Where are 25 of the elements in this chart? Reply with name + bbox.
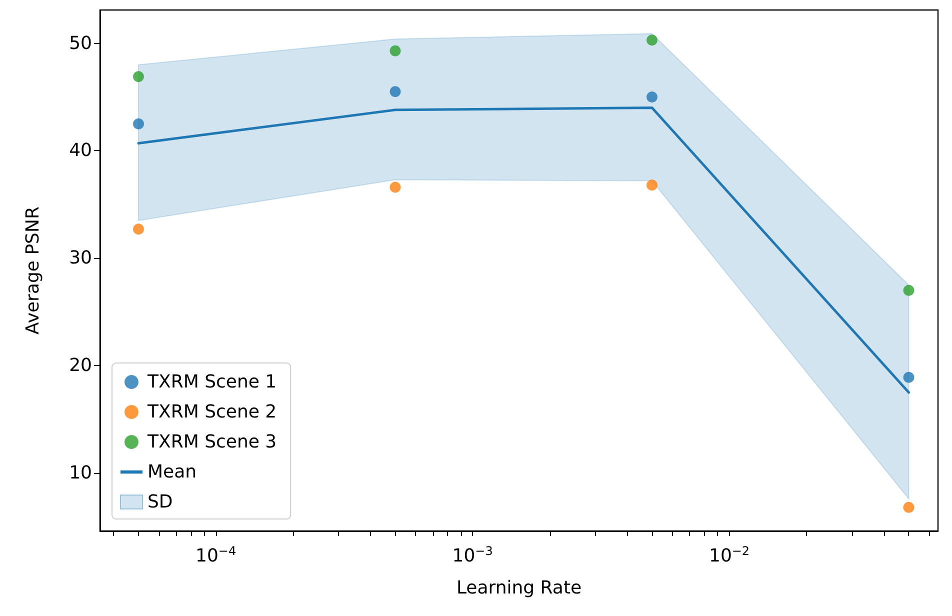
legend-label: TXRM Scene 1 — [146, 372, 277, 392]
legend-label: SD — [148, 492, 173, 512]
y-tick-label: 10 — [69, 462, 92, 484]
y-tick-label: 20 — [69, 355, 92, 376]
y-axis-title: Average PSNR — [22, 206, 44, 334]
point — [133, 71, 144, 82]
point — [646, 92, 658, 103]
point — [390, 86, 401, 98]
legend-label: Mean — [148, 462, 197, 482]
point — [903, 502, 914, 513]
point — [903, 372, 914, 383]
point — [390, 182, 401, 193]
point — [646, 34, 658, 46]
point — [133, 118, 144, 130]
point — [646, 180, 658, 191]
legend-label: TXRM Scene 3 — [146, 432, 277, 452]
point — [903, 284, 914, 296]
x-axis-title: Learning Rate — [456, 578, 582, 598]
y-tick-label: 50 — [69, 32, 92, 54]
legend-label: TXRM Scene 2 — [146, 402, 277, 422]
y-tick-label: 30 — [69, 248, 92, 269]
point — [133, 224, 144, 235]
line-series — [137, 106, 910, 394]
y-tick-label: 40 — [69, 140, 92, 162]
point — [390, 45, 401, 56]
